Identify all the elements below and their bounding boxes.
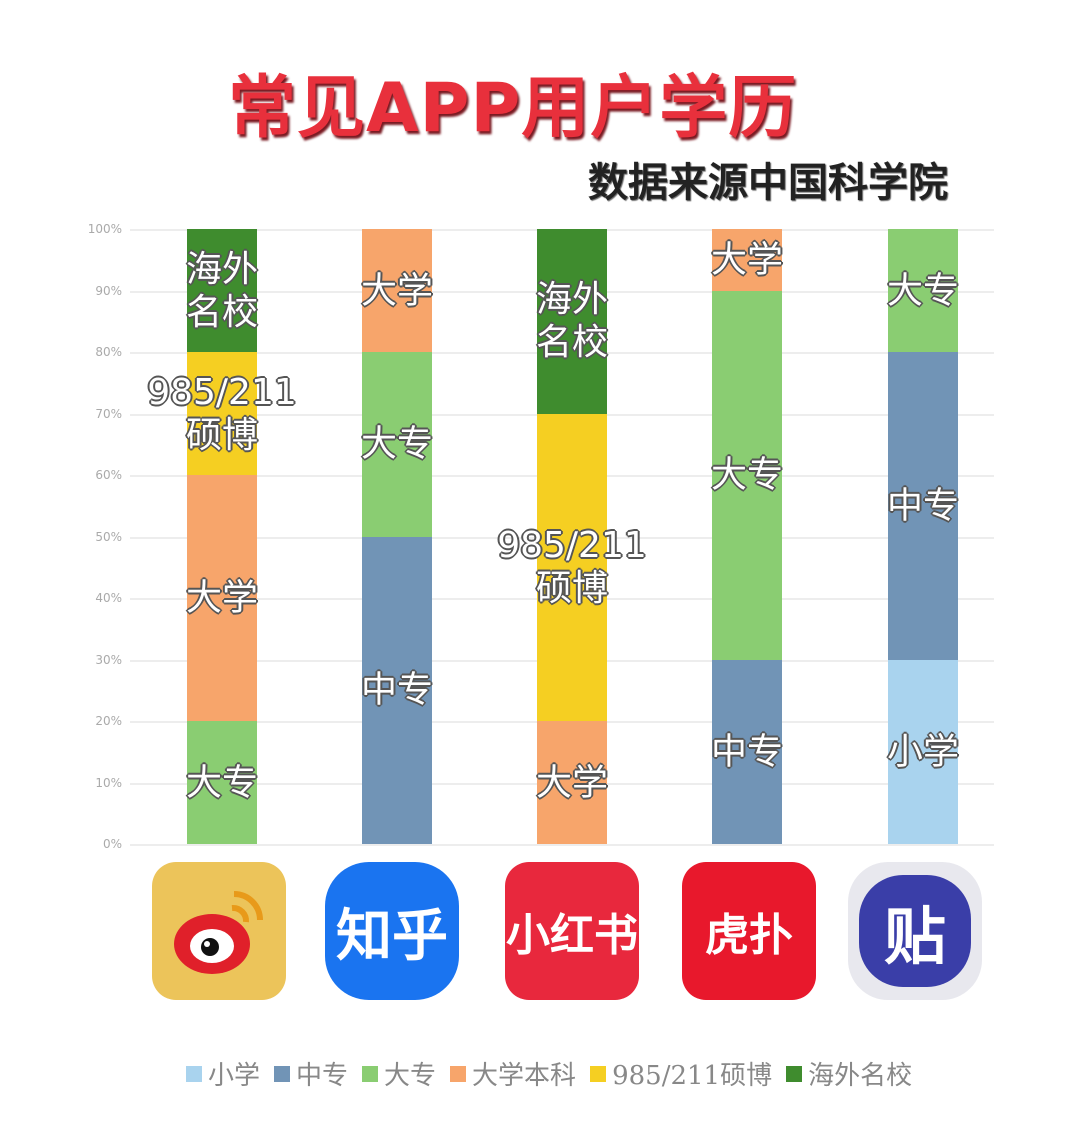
y-tick-label: 20% bbox=[95, 714, 122, 728]
segment-label: 大学 bbox=[360, 269, 434, 311]
chart-subtitle: 数据来源中国科学院 bbox=[588, 160, 948, 206]
legend-item: 海外名校 bbox=[786, 1055, 912, 1092]
bar-小红书: 大学 985/211 硕博 海外 名校 bbox=[497, 229, 647, 844]
segment-label: 中专 bbox=[360, 669, 434, 711]
legend-item: 大学本科 bbox=[450, 1055, 576, 1092]
bar-segment bbox=[537, 721, 607, 844]
bar-segment bbox=[712, 290, 782, 660]
legend-swatch bbox=[450, 1065, 467, 1082]
legend-label: 海外名校 bbox=[808, 1061, 913, 1091]
y-tick-label: 30% bbox=[95, 652, 122, 667]
app-icon-虎扑: 虎扑 bbox=[682, 862, 816, 1000]
bar-segment bbox=[888, 352, 958, 660]
y-tick-label: 50% bbox=[95, 529, 122, 544]
legend-item: 985/211硕博 bbox=[590, 1055, 772, 1092]
bar-segment bbox=[187, 352, 257, 475]
legend-swatch bbox=[274, 1065, 291, 1082]
bar-segment bbox=[712, 229, 782, 291]
segment-label: 大专 bbox=[886, 269, 960, 311]
legend-label: 大学本科 bbox=[472, 1061, 577, 1091]
plot-area: 0% 10% 20% 30% 40% 50% 60% 70% 80% 90% 100% 大专 大学 985… bbox=[88, 222, 994, 851]
bar-微博: 大专 大学 985/211 硕博 海外 名校 bbox=[147, 229, 297, 844]
legend-swatch bbox=[590, 1065, 607, 1082]
segment-label: 大专 bbox=[185, 761, 259, 803]
bar-segment bbox=[187, 229, 257, 352]
legend-item: 小学 bbox=[186, 1055, 260, 1092]
app-icon-小红书: 小红书 bbox=[505, 862, 639, 1000]
segment-label: 大专 bbox=[360, 423, 434, 465]
bar-segment bbox=[888, 229, 958, 352]
legend-swatch bbox=[186, 1065, 202, 1082]
bar-知乎: 中专 大专 大学 bbox=[360, 229, 434, 844]
app-icon-贴吧: 贴 bbox=[848, 862, 982, 1000]
bar-贴吧: 小学 中专 大专 bbox=[886, 229, 960, 844]
legend-item: 中专 bbox=[274, 1055, 348, 1092]
bar-segment bbox=[537, 229, 607, 414]
y-tick-label: 80% bbox=[95, 345, 122, 359]
bar-segment bbox=[187, 721, 257, 844]
y-tick-label: 0% bbox=[102, 837, 122, 851]
legend-swatch bbox=[786, 1065, 803, 1082]
y-tick-label: 100% bbox=[87, 222, 122, 236]
segment-label: 985/211 硕博 bbox=[497, 525, 647, 610]
legend: 小学 中专 大专 大学本科 985/211硕博 海外名校 bbox=[186, 1055, 912, 1092]
chart-title: 常见APP用户学历 bbox=[228, 69, 798, 148]
bar-虎扑: 中专 大专 大学 bbox=[710, 229, 784, 844]
y-tick-label: 70% bbox=[95, 406, 122, 421]
bar-segment bbox=[537, 413, 607, 721]
legend-label: 大专 bbox=[384, 1061, 437, 1091]
bar-segment bbox=[712, 659, 782, 844]
segment-label: 小学 bbox=[886, 731, 960, 773]
y-tick-label: 10% bbox=[95, 775, 122, 790]
app-icon-微博 bbox=[152, 862, 286, 1000]
y-tick-label: 40% bbox=[95, 591, 122, 605]
y-tick-label: 60% bbox=[95, 468, 122, 482]
gridline bbox=[130, 844, 994, 846]
segment-label: 大学 bbox=[185, 577, 259, 619]
bar-segment bbox=[362, 229, 432, 352]
segment-label: 大专 bbox=[710, 454, 784, 496]
segment-label: 海外 名校 bbox=[185, 248, 259, 333]
legend-label: 中专 bbox=[296, 1061, 349, 1091]
bar-segment bbox=[362, 352, 432, 537]
segment-label: 海外 名校 bbox=[535, 279, 609, 364]
bar-segment bbox=[187, 475, 257, 721]
legend-item: 大专 bbox=[362, 1055, 436, 1092]
segment-label: 中专 bbox=[710, 731, 784, 773]
app-icon-知乎: 知乎 bbox=[325, 862, 459, 1000]
legend-label: 985/211硕博 bbox=[612, 1061, 773, 1091]
segment-label: 985/211 硕博 bbox=[147, 371, 297, 456]
y-tick-label: 90% bbox=[95, 283, 122, 298]
segment-label: 中专 bbox=[886, 485, 960, 527]
segment-label: 大学 bbox=[710, 239, 784, 281]
segment-label: 大学 bbox=[535, 761, 609, 803]
bar-segment bbox=[888, 659, 958, 844]
legend-label: 小学 bbox=[208, 1061, 261, 1091]
legend-swatch bbox=[362, 1065, 379, 1082]
bar-segment bbox=[362, 536, 432, 844]
